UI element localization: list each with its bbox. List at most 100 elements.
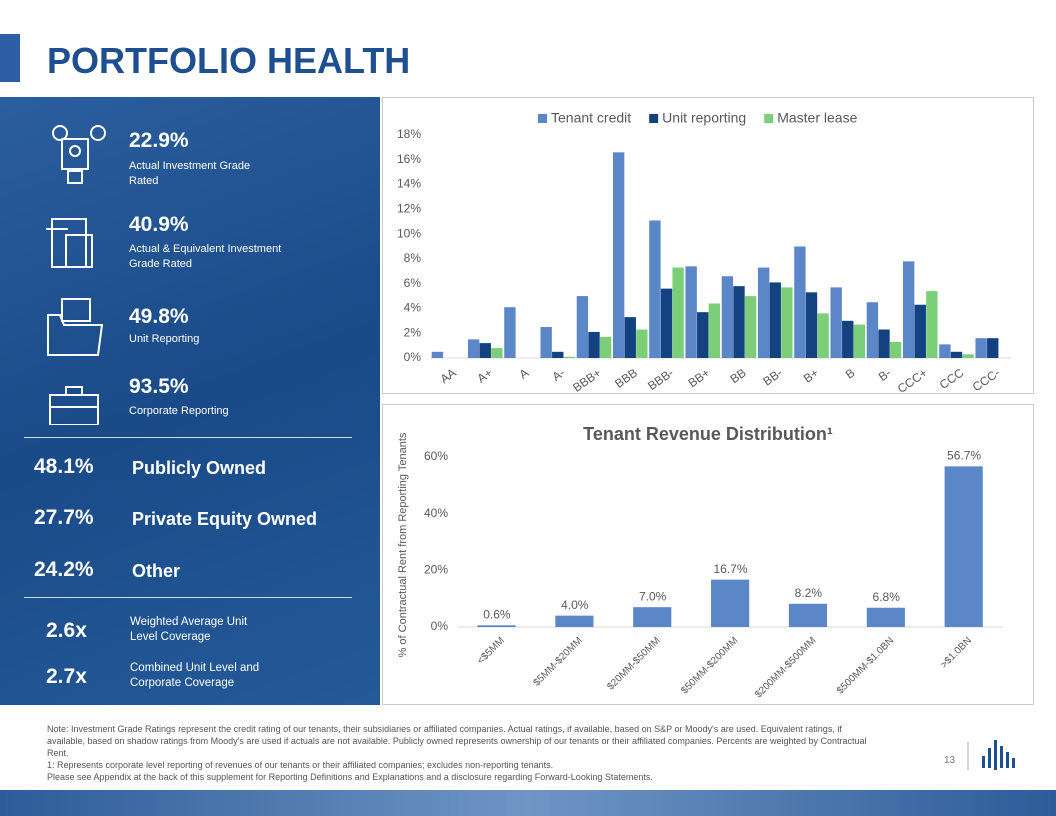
x-tick-label: BB- bbox=[760, 366, 784, 389]
bar bbox=[733, 286, 745, 358]
x-tick-label: BBB- bbox=[645, 366, 676, 394]
bar bbox=[624, 317, 636, 358]
bar bbox=[744, 296, 757, 358]
data-label: 0.6% bbox=[483, 607, 511, 621]
x-tick-label: A bbox=[517, 366, 532, 382]
x-tick-label: $5MM-$20MM bbox=[531, 635, 584, 688]
stat-label: Actual Investment Grade Rated bbox=[129, 160, 251, 187]
ownership-label: Other bbox=[132, 561, 181, 581]
x-tick-label: CCC bbox=[937, 365, 967, 392]
legend-swatch bbox=[649, 114, 659, 123]
y-tick-label: 14% bbox=[397, 177, 421, 191]
x-tick-label: AA bbox=[438, 366, 459, 387]
data-label: 16.7% bbox=[713, 562, 747, 576]
page-number: 13 bbox=[944, 755, 956, 766]
y-tick-label: 16% bbox=[397, 152, 421, 166]
footer-band bbox=[0, 790, 1056, 816]
bar bbox=[769, 282, 781, 358]
bar bbox=[889, 341, 902, 358]
icons bbox=[46, 125, 106, 425]
y-tick-label: 6% bbox=[404, 276, 422, 290]
y-tick-label: 0% bbox=[404, 350, 422, 364]
bar bbox=[636, 329, 648, 358]
footnote: Please see Appendix at the back of this … bbox=[47, 772, 653, 782]
bar bbox=[697, 312, 709, 358]
stat-label: Corporate Reporting bbox=[129, 405, 229, 417]
bar bbox=[649, 220, 661, 358]
x-tick-label: A+ bbox=[475, 366, 495, 386]
ownership-value: 48.1% bbox=[34, 455, 94, 478]
ratings-chart: 0%2%4%6%8%10%12%14%16%18%AA A+ A A- BBB+ BBB B… bbox=[382, 97, 1034, 394]
bar bbox=[672, 267, 684, 358]
footnote: 1: Represents corporate level reporting … bbox=[47, 760, 554, 770]
stat-label: Unit Reporting bbox=[129, 333, 200, 345]
x-tick-label: CCC+ bbox=[895, 366, 930, 394]
data-label: 7.0% bbox=[639, 589, 667, 603]
x-tick-label: B bbox=[843, 366, 858, 382]
legend-swatch bbox=[764, 114, 774, 123]
bar bbox=[878, 329, 890, 358]
bar bbox=[926, 291, 938, 358]
ownership-value: 24.2% bbox=[34, 558, 94, 581]
bar bbox=[555, 615, 594, 627]
coverage-value: 2.7x bbox=[46, 665, 87, 688]
x-tick-label: <$5MM bbox=[475, 635, 507, 667]
bar bbox=[491, 348, 503, 358]
bar bbox=[950, 351, 963, 358]
ownership-label: Private Equity Owned bbox=[132, 509, 318, 529]
logo bbox=[967, 740, 1015, 770]
x-tick-label: BB+ bbox=[686, 366, 713, 391]
bar bbox=[660, 288, 673, 358]
bar bbox=[975, 338, 987, 358]
x-tick-label: $200MM-$500MM bbox=[753, 635, 818, 700]
bar bbox=[962, 354, 974, 358]
bar bbox=[757, 267, 770, 358]
bar bbox=[721, 276, 734, 358]
y-tick-label: 60% bbox=[424, 449, 448, 463]
bar bbox=[612, 152, 625, 358]
page-title: PORTFOLIO HEALTH bbox=[47, 40, 411, 81]
revenue-chart: Tenant Revenue Distribution¹ % of Contrac… bbox=[382, 404, 1034, 705]
stat-value: 40.9% bbox=[129, 213, 189, 236]
bar bbox=[939, 344, 951, 358]
x-tick-label: A- bbox=[550, 366, 568, 384]
bar bbox=[633, 607, 672, 627]
bar bbox=[853, 324, 866, 358]
x-tick-label: $50MM-$200MM bbox=[679, 635, 740, 696]
y-tick-label: 0% bbox=[431, 619, 449, 633]
bar bbox=[685, 266, 697, 358]
bar bbox=[842, 320, 854, 358]
bar bbox=[866, 607, 905, 627]
coverage-label: Combined Unit Level and Corporate Covera… bbox=[130, 662, 260, 689]
x-tick-label: B- bbox=[876, 366, 894, 384]
bar bbox=[479, 343, 491, 358]
stat-label: Actual & Equivalent Investment Grade Rat… bbox=[129, 243, 282, 270]
y-tick-label: 40% bbox=[424, 506, 448, 520]
x-tick-label: BBB bbox=[612, 366, 640, 391]
data-label: 6.8% bbox=[873, 590, 901, 604]
bar bbox=[794, 246, 806, 358]
ownership-value: 27.7% bbox=[34, 506, 94, 529]
title-accent bbox=[0, 34, 20, 82]
chart-title: Tenant Revenue Distribution¹ bbox=[583, 424, 833, 444]
bar bbox=[708, 303, 721, 358]
legend-label: Master lease bbox=[777, 110, 857, 126]
x-tick-label: CCC- bbox=[970, 366, 1003, 394]
bar bbox=[788, 603, 828, 627]
x-tick-label: $500MM-$1.0BN bbox=[835, 635, 896, 696]
stat-value: 93.5% bbox=[129, 375, 189, 398]
y-tick-label: 12% bbox=[397, 202, 421, 216]
stat-value: 49.8% bbox=[129, 305, 189, 328]
bar bbox=[477, 625, 516, 627]
y-tick-label: 20% bbox=[424, 563, 448, 577]
bar bbox=[576, 296, 589, 358]
y-tick-label: 18% bbox=[397, 127, 421, 141]
bar bbox=[467, 339, 480, 358]
y-tick-label: 8% bbox=[404, 251, 422, 265]
bar bbox=[805, 292, 818, 358]
x-tick-label: BB bbox=[728, 366, 749, 387]
data-label: 4.0% bbox=[561, 598, 589, 612]
bar bbox=[830, 287, 842, 358]
bar bbox=[563, 356, 576, 358]
